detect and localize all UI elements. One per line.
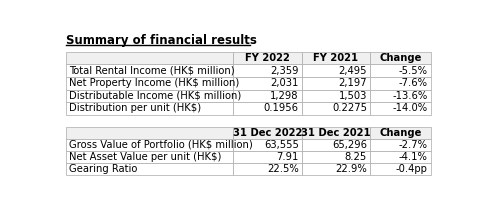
- Bar: [370, 151, 431, 163]
- Text: -4.1%: -4.1%: [399, 152, 428, 162]
- Bar: [66, 151, 234, 163]
- Text: Summary of financial results: Summary of financial results: [66, 34, 257, 47]
- Bar: [370, 64, 431, 77]
- Text: -7.6%: -7.6%: [399, 78, 428, 88]
- Bar: [234, 90, 302, 102]
- Bar: [302, 151, 370, 163]
- Text: 31 Dec 2021: 31 Dec 2021: [301, 128, 371, 138]
- Bar: [302, 77, 370, 90]
- Text: Change: Change: [380, 53, 422, 63]
- Bar: [234, 127, 302, 139]
- Bar: [302, 102, 370, 115]
- Text: FY 2022: FY 2022: [245, 53, 290, 63]
- Text: 31 Dec 2022: 31 Dec 2022: [233, 128, 302, 138]
- Text: 2,031: 2,031: [270, 78, 298, 88]
- Text: Change: Change: [380, 128, 422, 138]
- Bar: [370, 52, 431, 64]
- Text: -2.7%: -2.7%: [399, 140, 428, 150]
- Bar: [66, 102, 234, 115]
- Bar: [234, 64, 302, 77]
- Text: 22.9%: 22.9%: [336, 164, 367, 174]
- Bar: [66, 163, 234, 175]
- Bar: [66, 127, 234, 139]
- Bar: [370, 163, 431, 175]
- Bar: [302, 163, 370, 175]
- Text: Gearing Ratio: Gearing Ratio: [70, 164, 138, 174]
- Text: Gross Value of Portfolio (HK$ million): Gross Value of Portfolio (HK$ million): [70, 140, 253, 150]
- Text: 1,298: 1,298: [270, 91, 298, 101]
- Bar: [234, 139, 302, 151]
- Bar: [234, 52, 302, 64]
- Text: 2,197: 2,197: [338, 78, 367, 88]
- Text: 7.91: 7.91: [276, 152, 298, 162]
- Bar: [234, 77, 302, 90]
- Bar: [302, 139, 370, 151]
- Bar: [66, 77, 234, 90]
- Bar: [66, 64, 234, 77]
- Text: 65,296: 65,296: [332, 140, 367, 150]
- Text: -14.0%: -14.0%: [392, 103, 428, 113]
- Bar: [234, 151, 302, 163]
- Text: 22.5%: 22.5%: [267, 164, 298, 174]
- Bar: [302, 52, 370, 64]
- Text: Total Rental Income (HK$ million): Total Rental Income (HK$ million): [70, 66, 235, 76]
- Text: -5.5%: -5.5%: [399, 66, 428, 76]
- Bar: [66, 90, 234, 102]
- Text: -0.4pp: -0.4pp: [396, 164, 428, 174]
- Bar: [234, 163, 302, 175]
- Text: Distributable Income (HK$ million): Distributable Income (HK$ million): [70, 91, 242, 101]
- Text: Net Asset Value per unit (HK$): Net Asset Value per unit (HK$): [70, 152, 222, 162]
- Bar: [66, 139, 234, 151]
- Text: FY 2021: FY 2021: [314, 53, 358, 63]
- Text: 0.1956: 0.1956: [264, 103, 298, 113]
- Text: 2,359: 2,359: [270, 66, 298, 76]
- Text: 1,503: 1,503: [338, 91, 367, 101]
- Bar: [370, 102, 431, 115]
- Bar: [370, 90, 431, 102]
- Text: Net Property Income (HK$ million): Net Property Income (HK$ million): [70, 78, 239, 88]
- Bar: [302, 64, 370, 77]
- Bar: [370, 77, 431, 90]
- Bar: [370, 127, 431, 139]
- Text: 63,555: 63,555: [264, 140, 298, 150]
- Text: 0.2275: 0.2275: [332, 103, 367, 113]
- Bar: [302, 90, 370, 102]
- Text: 8.25: 8.25: [345, 152, 367, 162]
- Bar: [234, 102, 302, 115]
- Text: Distribution per unit (HK$): Distribution per unit (HK$): [70, 103, 202, 113]
- Bar: [370, 139, 431, 151]
- Text: -13.6%: -13.6%: [392, 91, 428, 101]
- Text: 2,495: 2,495: [338, 66, 367, 76]
- Bar: [66, 52, 234, 64]
- Bar: [302, 127, 370, 139]
